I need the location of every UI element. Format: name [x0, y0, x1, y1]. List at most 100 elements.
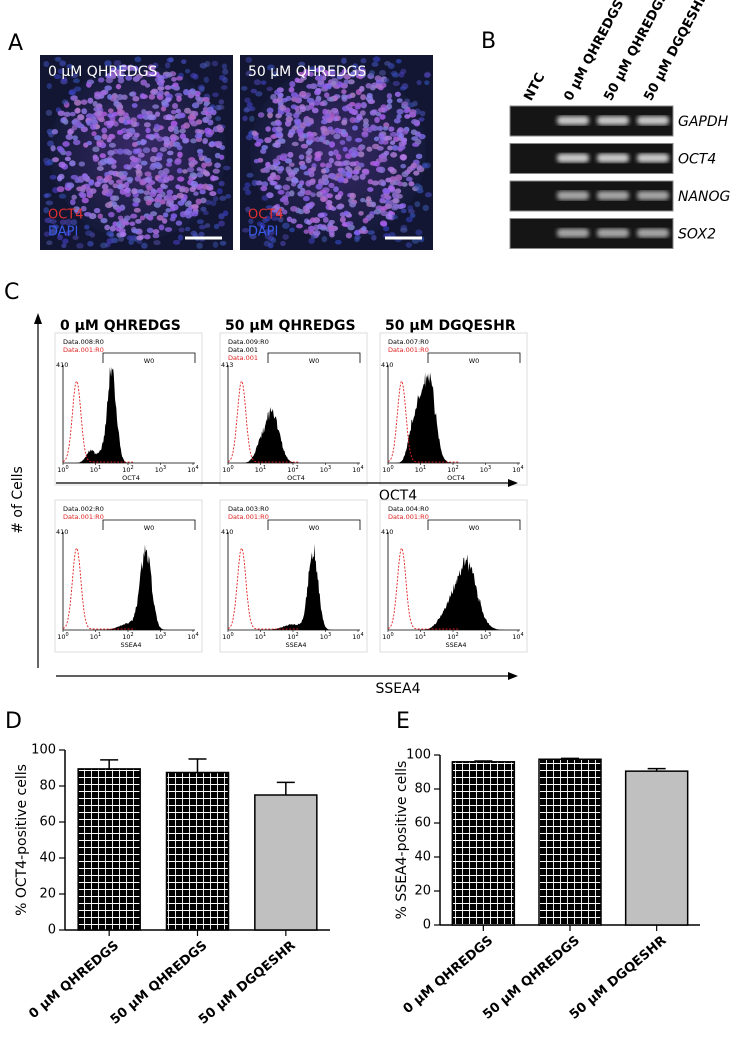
nucleus [383, 188, 391, 194]
nucleus [378, 139, 385, 145]
x-tick-label: 104 [512, 465, 523, 475]
nucleus [93, 207, 101, 214]
nucleus [294, 77, 300, 83]
nucleus [170, 136, 177, 143]
tick-base: 10 [187, 466, 195, 474]
nucleus [70, 73, 79, 79]
nucleus [98, 117, 105, 123]
y-max-label: 410 [221, 528, 233, 536]
nucleus [78, 191, 85, 197]
nucleus [196, 99, 203, 105]
tick-exp: 1 [98, 465, 101, 471]
nucleus [265, 126, 271, 132]
nucleus [386, 92, 393, 100]
nucleus [413, 170, 420, 176]
nucleus [282, 184, 291, 191]
nucleus [105, 77, 114, 84]
control-histogram [387, 547, 459, 630]
nucleus [43, 207, 49, 214]
tick-base: 10 [480, 633, 488, 641]
nucleus [77, 114, 85, 121]
tick-base: 10 [382, 633, 390, 641]
nucleus [319, 101, 326, 106]
nucleus [203, 76, 210, 83]
nucleus [145, 134, 152, 139]
nucleus [401, 171, 409, 178]
nucleus [118, 228, 126, 234]
nucleus [118, 109, 125, 115]
nucleus [424, 192, 432, 198]
nucleus [118, 116, 125, 123]
nucleus [176, 167, 183, 174]
nucleus [393, 118, 401, 124]
nucleus [186, 167, 195, 173]
nucleus [99, 90, 107, 96]
tick-exp: 3 [488, 632, 491, 638]
nucleus [116, 183, 124, 190]
nucleus [326, 83, 332, 90]
tick-base: 10 [287, 633, 295, 641]
nucleus [105, 202, 113, 209]
nucleus [175, 184, 181, 190]
nucleus [124, 215, 131, 221]
nucleus [137, 189, 145, 194]
nucleus [293, 118, 302, 124]
nucleus [254, 142, 262, 147]
nucleus [282, 234, 289, 240]
gate-label: W0 [144, 524, 155, 532]
nucleus [118, 171, 124, 177]
gel-band [597, 191, 629, 200]
nucleus [414, 201, 421, 208]
nucleus [315, 183, 323, 190]
plot-frame [379, 332, 528, 486]
nucleus [285, 112, 293, 118]
nucleus [404, 114, 411, 119]
nucleus [320, 168, 327, 174]
histogram [228, 407, 358, 463]
nucleus [47, 140, 54, 147]
tick-exp: 3 [163, 465, 166, 471]
nucleus [387, 185, 396, 192]
y-max-label: 410 [56, 361, 68, 369]
nucleus [161, 184, 168, 190]
nucleus [298, 61, 306, 67]
nucleus [257, 112, 265, 118]
nucleus [373, 208, 382, 215]
nucleus [69, 160, 76, 167]
x-tick-label: 0 µM QHREDGS [401, 933, 497, 1017]
nucleus [249, 115, 255, 122]
nucleus [308, 104, 315, 110]
gel-band [557, 153, 589, 163]
nucleus [285, 116, 293, 123]
nucleus [43, 231, 50, 237]
panel-label: D [5, 709, 22, 734]
nucleus [319, 195, 327, 203]
nucleus [293, 112, 300, 119]
nucleus [282, 209, 288, 215]
tick-exp: 4 [521, 465, 524, 471]
nucleus [170, 109, 177, 115]
tick-exp: 2 [131, 465, 134, 471]
nucleus [246, 172, 254, 178]
nucleus [211, 175, 219, 181]
nucleus [109, 225, 116, 232]
legend-entry: Data.001 [228, 354, 258, 362]
nucleus [70, 174, 79, 180]
nucleus [219, 195, 227, 201]
nucleus [182, 169, 188, 174]
nucleus [323, 131, 330, 136]
y-tick-label: 20 [414, 884, 431, 899]
nucleus [400, 227, 408, 233]
histogram [63, 544, 193, 630]
nucleus [190, 230, 198, 236]
nucleus [104, 85, 112, 91]
nucleus [341, 89, 347, 95]
nucleus [308, 201, 315, 207]
nucleus [345, 103, 353, 111]
nucleus [398, 132, 405, 139]
nucleus [288, 86, 295, 93]
nucleus [275, 120, 282, 127]
nucleus [260, 80, 267, 85]
nucleus [222, 210, 229, 217]
nucleus [57, 110, 66, 116]
